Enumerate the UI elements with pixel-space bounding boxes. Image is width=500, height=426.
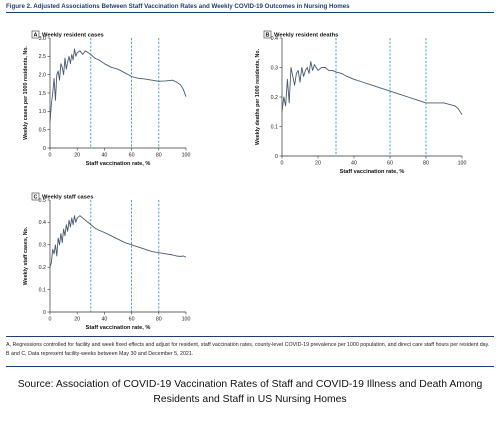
x-tick-label: 100: [182, 317, 191, 323]
y-tick-label: 0.1: [271, 124, 278, 130]
y-tick-label: 1.0: [39, 109, 46, 115]
figure-title: Figure 2. Adjusted Associations Between …: [6, 3, 350, 10]
y-tick-label: 0.5: [39, 127, 46, 133]
source-caption: Source: Association of COVID-19 Vaccinat…: [17, 379, 483, 405]
figure-footnote: A, Regressions controlled for facility a…: [6, 342, 490, 357]
x-tick-label: 20: [74, 153, 80, 159]
y-tick-label: 0: [275, 154, 278, 160]
y-tick-label: 0.3: [39, 243, 46, 249]
y-axis-label: Weekly cases per 1000 residents, No.: [23, 46, 29, 140]
panel-letter-box: [263, 30, 272, 39]
x-tick-label: 0: [49, 317, 52, 323]
y-tick-label: 0.2: [271, 95, 278, 101]
x-tick-label: 100: [182, 153, 191, 159]
chart-panel-b: B Weekly resident deaths 0 20 40 60 80 100 0 0.1 0…: [255, 30, 467, 175]
y-axis-label: Weekly staff cases, No.: [23, 226, 29, 285]
x-axis-label: Staff vaccination rate, %: [86, 325, 151, 331]
series-line: [281, 61, 463, 115]
x-tick-label: 100: [458, 161, 467, 167]
x-tick-label: 0: [281, 161, 284, 167]
panel-title: Weekly resident cases: [42, 33, 104, 39]
y-tick-label: 1.5: [39, 91, 46, 97]
y-tick-label: 0: [43, 310, 46, 316]
x-tick-label: 20: [315, 161, 321, 167]
panel-letter: C: [34, 195, 38, 201]
series-line: [49, 48, 187, 123]
y-tick-label: 0.1: [39, 287, 46, 293]
x-tick-label: 60: [129, 317, 135, 323]
y-axis-label: Weekly deaths per 1000 residents, No.: [255, 48, 261, 145]
x-tick-label: 40: [101, 153, 107, 159]
x-tick-label: 40: [351, 161, 357, 167]
y-tick-label: 0.5: [39, 198, 46, 204]
panel-letter-box: [31, 30, 40, 39]
panel-title: Weekly staff cases: [42, 195, 93, 201]
y-tick-label: 0.3: [271, 65, 278, 71]
x-axis-label: Staff vaccination rate, %: [86, 161, 151, 167]
panel-letter: B: [266, 33, 270, 39]
bottom-rule: [6, 366, 494, 367]
y-tick-label: 3.0: [39, 36, 46, 42]
y-tick-label: 2.5: [39, 54, 46, 60]
y-tick-label: 0: [43, 146, 46, 152]
x-tick-label: 40: [101, 317, 107, 323]
x-tick-label: 0: [49, 153, 52, 159]
y-tick-label: 0.2: [39, 265, 46, 271]
y-tick-label: 0.4: [39, 220, 46, 226]
y-tick-label: 2.0: [39, 72, 46, 78]
x-tick-label: 80: [156, 317, 162, 323]
panel-title: Weekly resident deaths: [274, 33, 338, 39]
chart-panel-a: A Weekly resident cases 0 20 40 60 80 100 0 0.5 1.…: [23, 30, 191, 167]
y-tick-label: 0.4: [271, 36, 278, 42]
x-tick-label: 60: [129, 153, 135, 159]
x-tick-label: 60: [387, 161, 393, 167]
x-tick-label: 80: [156, 153, 162, 159]
series-line: [49, 215, 187, 268]
x-tick-label: 20: [74, 317, 80, 323]
x-axis-label: Staff vaccination rate, %: [340, 169, 405, 175]
chart-panel-c: C Weekly staff cases 0 20 40 60 80 100 0 0.1 0.2 0.…: [23, 192, 191, 331]
panel-letter-box: [31, 192, 40, 201]
panel-letter: A: [34, 33, 38, 39]
x-tick-label: 80: [423, 161, 429, 167]
top-rule: [6, 12, 494, 13]
mid-rule: [6, 336, 494, 337]
